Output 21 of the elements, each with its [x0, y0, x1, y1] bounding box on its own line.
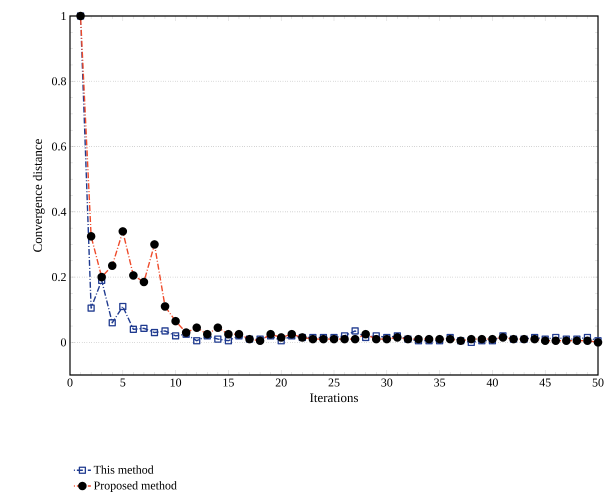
- legend-label: Proposed method: [94, 481, 177, 492]
- y-tick-label: 0: [60, 338, 66, 346]
- x-tick-label: 15: [223, 378, 234, 387]
- y-tick-label: 1: [62, 12, 66, 20]
- y-tick-label: 0.2: [52, 273, 66, 282]
- y-axis-title: Convergence distance: [32, 139, 45, 252]
- x-tick-label: 10: [170, 378, 182, 387]
- x-tick-label: 40: [486, 378, 498, 387]
- x-tick-label: 20: [276, 378, 287, 387]
- x-tick-label: 45: [539, 378, 551, 386]
- x-tick-label: 35: [434, 378, 446, 387]
- y-tick-label: 0.4: [52, 208, 66, 216]
- x-axis-title: Iterations: [310, 393, 358, 402]
- legend-label: This method: [94, 465, 154, 474]
- y-tick-label: 0.6: [52, 142, 66, 151]
- x-tick-label: 5: [120, 378, 126, 386]
- x-tick-label: 50: [592, 378, 604, 387]
- x-tick-label: 30: [381, 378, 392, 387]
- x-tick-label: 0: [67, 378, 73, 387]
- x-tick-label: 25: [328, 378, 340, 387]
- y-tick-label: 0.8: [52, 77, 66, 86]
